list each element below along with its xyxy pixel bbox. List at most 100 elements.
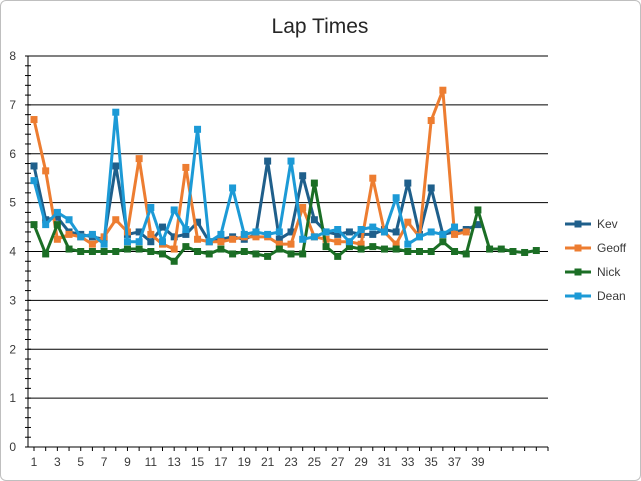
data-point-kev — [299, 172, 307, 180]
data-point-dean — [310, 233, 318, 241]
data-point-nick — [299, 250, 307, 258]
data-point-nick — [264, 252, 272, 260]
data-point-kev — [159, 223, 166, 231]
data-point-dean — [287, 157, 295, 165]
data-point-nick — [532, 247, 540, 255]
data-point-kev — [334, 230, 342, 238]
data-point-dean — [182, 226, 190, 234]
chart-title: Lap Times — [272, 15, 369, 38]
legend-marker-nick — [574, 268, 582, 276]
data-point-nick — [194, 248, 202, 255]
x-tick-label: 31 — [378, 455, 392, 469]
data-point-kev — [135, 228, 143, 236]
data-point-dean — [170, 206, 178, 214]
data-point-nick — [240, 248, 248, 255]
data-point-nick — [53, 221, 61, 229]
data-point-kev — [287, 228, 295, 236]
x-tick-label: 21 — [261, 455, 275, 469]
legend-label-dean: Dean — [597, 289, 626, 303]
legend-label-kev: Kev — [597, 217, 618, 231]
x-tick-label: 13 — [168, 455, 182, 469]
x-tick-label: 29 — [354, 455, 368, 469]
data-point-dean — [451, 223, 459, 231]
data-point-geoff — [287, 240, 295, 248]
data-point-dean — [65, 216, 73, 224]
data-point-nick — [159, 250, 166, 258]
data-point-nick — [42, 250, 50, 258]
data-point-dean — [439, 230, 447, 238]
x-tick-label: 37 — [448, 455, 462, 469]
gridlines — [28, 55, 548, 399]
y-tick-label: 8 — [9, 49, 16, 63]
x-tick-label: 33 — [401, 455, 415, 469]
data-point-nick — [392, 245, 400, 253]
legend: Kev Geoff Nick Dean — [565, 217, 627, 303]
data-point-geoff — [369, 174, 377, 182]
data-point-dean — [159, 238, 166, 246]
data-point-kev — [310, 216, 318, 224]
data-point-nick — [451, 248, 459, 255]
data-point-kev — [147, 238, 155, 246]
data-point-dean — [100, 240, 108, 248]
data-point-kev — [53, 213, 61, 221]
data-point-dean — [392, 194, 400, 202]
data-point-nick — [345, 243, 353, 251]
data-point-nick — [497, 245, 505, 253]
x-tick-label: 9 — [124, 455, 131, 469]
x-tick-label: 3 — [54, 455, 61, 469]
data-point-kev — [357, 230, 365, 238]
data-point-geoff — [299, 204, 307, 212]
data-point-dean — [264, 230, 272, 238]
data-point-geoff — [252, 233, 260, 241]
data-point-nick — [322, 243, 330, 251]
x-tick-label: 27 — [331, 455, 345, 469]
data-point-geoff — [427, 117, 435, 125]
data-point-nick — [380, 245, 388, 253]
data-point-kev — [404, 179, 412, 187]
y-tick-label: 3 — [9, 293, 16, 307]
data-point-nick — [182, 243, 190, 251]
data-point-kev — [474, 221, 482, 229]
data-point-kev — [264, 157, 272, 165]
data-point-nick — [486, 245, 494, 253]
data-point-dean — [322, 228, 330, 236]
data-point-nick — [147, 248, 155, 255]
data-point-geoff — [182, 163, 190, 171]
data-point-dean — [229, 184, 237, 192]
data-point-dean — [88, 230, 96, 238]
data-point-dean — [369, 223, 377, 231]
x-tick-label: 15 — [191, 455, 205, 469]
data-point-nick — [334, 252, 342, 260]
data-point-kev — [182, 230, 190, 238]
series-line-dean — [32, 110, 456, 246]
data-point-geoff — [275, 240, 283, 248]
data-point-kev — [345, 228, 353, 236]
y-tick-label: 2 — [9, 342, 16, 356]
data-point-nick — [275, 245, 283, 253]
data-point-kev — [275, 235, 283, 243]
data-point-geoff — [462, 228, 470, 236]
data-point-geoff — [334, 238, 342, 246]
data-point-dean — [53, 208, 61, 216]
data-point-dean — [194, 125, 202, 133]
data-point-geoff — [229, 235, 237, 243]
data-point-dean — [357, 226, 365, 234]
x-tick-label: 23 — [284, 455, 298, 469]
data-point-kev — [30, 162, 38, 170]
data-point-nick — [416, 248, 423, 255]
y-tick-label: 4 — [9, 245, 16, 259]
legend-marker-kev — [574, 220, 582, 228]
data-point-dean — [112, 108, 120, 116]
data-point-nick — [135, 245, 143, 253]
x-tick-label: 19 — [238, 455, 252, 469]
data-point-geoff — [30, 116, 38, 124]
data-point-dean — [205, 238, 213, 246]
x-tick-label: 17 — [214, 455, 228, 469]
x-tick-label: 5 — [77, 455, 84, 469]
data-point-dean — [30, 177, 38, 185]
x-tick-label: 25 — [308, 455, 322, 469]
data-point-nick — [310, 179, 318, 187]
data-point-nick — [521, 248, 529, 256]
